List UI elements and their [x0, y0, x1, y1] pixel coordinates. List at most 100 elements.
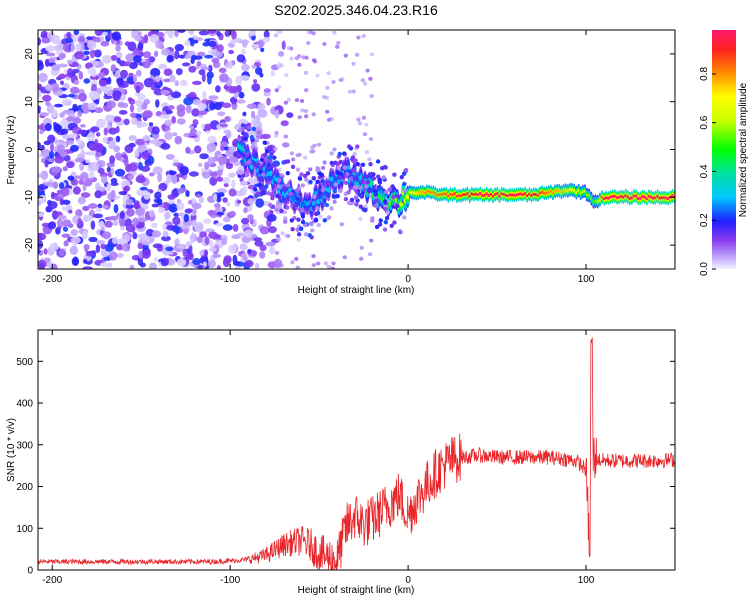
- noise-blob: [47, 201, 58, 209]
- noise-blob: [229, 210, 236, 218]
- noise-blob: [44, 84, 54, 92]
- ridge-satellite: [308, 179, 313, 185]
- noise-blob: [124, 41, 131, 47]
- ridge-satellite: [353, 195, 359, 200]
- x-tick-label: 100: [578, 274, 595, 285]
- ridge-cell: [466, 192, 469, 196]
- ridge-cell: [500, 192, 504, 196]
- noise-blob: [308, 167, 313, 172]
- ridge-satellite: [320, 187, 326, 193]
- noise-blob: [216, 195, 222, 203]
- noise-blob: [241, 217, 250, 225]
- noise-blob: [190, 58, 195, 64]
- ridge-satellite: [342, 151, 347, 156]
- noise-blob: [260, 190, 267, 196]
- noise-blob: [57, 215, 67, 220]
- noise-blob: [38, 89, 42, 99]
- noise-blob: [356, 35, 361, 40]
- noise-blob: [188, 30, 195, 36]
- noise-blob: [97, 167, 105, 174]
- ridge-cell: [410, 191, 414, 195]
- noise-blob: [207, 75, 212, 85]
- noise-blob: [38, 37, 41, 46]
- noise-blob: [289, 56, 294, 61]
- ridge-satellite: [286, 183, 291, 188]
- noise-blob: [219, 73, 229, 83]
- noise-blob: [277, 61, 281, 70]
- noise-blob: [132, 74, 138, 83]
- noise-blob: [163, 68, 173, 76]
- noise-blob: [192, 208, 197, 215]
- noise-blob: [123, 118, 130, 126]
- ridge-satellite: [303, 232, 309, 237]
- noise-blob: [73, 30, 80, 36]
- ridge-cell: [566, 189, 570, 193]
- ridge-satellite: [237, 137, 242, 142]
- noise-blob: [229, 86, 240, 94]
- noise-blob: [251, 119, 259, 127]
- noise-blob: [45, 101, 51, 107]
- ridge-satellite: [395, 203, 400, 209]
- noise-blob: [41, 37, 51, 44]
- noise-blob: [311, 254, 316, 259]
- noise-blob: [66, 116, 76, 122]
- noise-blob: [232, 223, 239, 232]
- noise-blob: [255, 66, 263, 75]
- noise-blob: [214, 222, 224, 227]
- noise-blob: [137, 256, 143, 266]
- ridge-satellite: [276, 184, 281, 189]
- noise-blob: [361, 34, 366, 38]
- noise-blob: [239, 243, 248, 251]
- noise-blob: [179, 79, 188, 87]
- noise-blob: [223, 129, 231, 134]
- ridge-cell: [666, 196, 670, 201]
- noise-blob: [58, 182, 65, 190]
- noise-blob: [224, 116, 230, 122]
- noise-blob: [102, 136, 110, 144]
- noise-blob: [160, 143, 171, 150]
- noise-blob: [249, 218, 254, 225]
- ridge-satellite: [264, 149, 270, 154]
- noise-blob: [114, 168, 126, 177]
- ridge-cell: [468, 194, 472, 198]
- noise-blob: [247, 214, 254, 220]
- noise-blob: [181, 226, 188, 230]
- ridge-cell: [408, 190, 412, 194]
- noise-blob: [148, 209, 155, 218]
- noise-blob: [222, 211, 228, 217]
- ridge-satellite: [322, 160, 327, 165]
- snr-y-ticks: 0 100 200 300 400 500: [16, 357, 675, 577]
- noise-blob: [197, 110, 208, 115]
- noise-blob: [263, 88, 271, 93]
- snr-series-line: [38, 337, 675, 570]
- noise-blob: [262, 36, 271, 43]
- noise-blob: [61, 98, 73, 106]
- ridge-satellite: [244, 153, 250, 158]
- ridge-satellite: [383, 199, 388, 204]
- noise-blob: [70, 178, 79, 186]
- ridge-cell: [660, 196, 664, 200]
- noise-blob: [274, 134, 279, 138]
- noise-blob: [360, 78, 366, 83]
- noise-blob: [148, 122, 154, 127]
- noise-blob: [54, 155, 64, 164]
- ridge-cell: [459, 194, 463, 198]
- noise-blob: [268, 226, 277, 234]
- ridge-cell: [485, 192, 489, 196]
- noise-blob: [362, 132, 368, 137]
- ridge-satellite: [316, 167, 321, 172]
- noise-blob: [204, 236, 210, 246]
- ridge-cell: [643, 195, 647, 199]
- noise-blob: [352, 151, 357, 156]
- noise-blob: [196, 222, 204, 232]
- noise-blob: [339, 222, 344, 227]
- noise-blob: [157, 207, 166, 214]
- ridge-satellite: [335, 193, 340, 199]
- noise-blob: [153, 257, 159, 262]
- noise-blob: [236, 99, 246, 104]
- noise-blob: [38, 200, 42, 206]
- noise-blob: [164, 126, 171, 131]
- noise-blob: [143, 34, 149, 44]
- noise-blob: [93, 36, 102, 43]
- noise-blob: [177, 30, 186, 33]
